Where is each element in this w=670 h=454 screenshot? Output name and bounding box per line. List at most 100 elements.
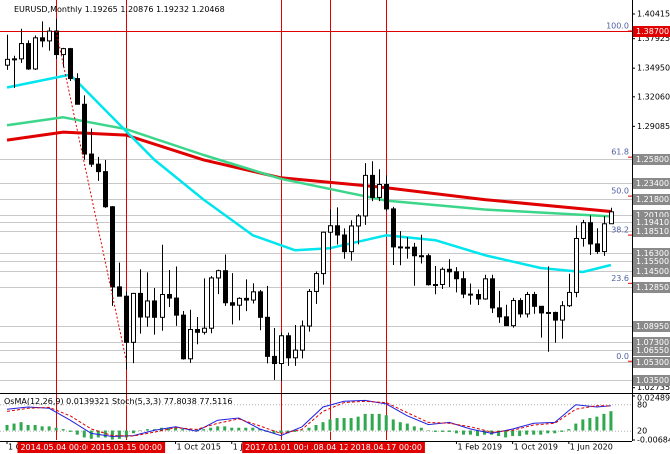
osma-bar [335, 418, 339, 431]
candle-body [363, 174, 368, 217]
candle-body [440, 268, 445, 285]
candle-body [532, 294, 537, 307]
x-tick-label: 1 O [8, 443, 22, 452]
candle-body [567, 291, 572, 307]
osma-bar [110, 430, 114, 440]
candle-body [560, 305, 565, 321]
level-label-box [633, 210, 670, 221]
osma-bar [363, 413, 367, 431]
candle-body [539, 305, 544, 314]
osma-bar [419, 427, 423, 431]
candle-body [609, 211, 614, 225]
osma-bar [272, 430, 276, 434]
candle-body [131, 292, 136, 343]
osma-bar [124, 430, 128, 438]
vertical-line-label-box [242, 442, 320, 453]
y-tick-label: 1.34950 [637, 64, 670, 73]
level-label-box [633, 337, 670, 348]
stoch-main-readout: 77.8038 [164, 397, 197, 406]
candle-body [391, 208, 396, 248]
fibonacci-label: 23.6 [611, 274, 629, 283]
moving-average [6, 116, 611, 218]
stoch-signal-readout: 77.5116 [199, 397, 232, 406]
candle-body [454, 271, 459, 280]
stoch-name: Stoch(5,3,3) [112, 397, 161, 406]
candle-body [574, 237, 579, 293]
osma-bar [588, 418, 592, 431]
candle-body [244, 297, 249, 301]
close-readout: 1.20468 [192, 5, 225, 14]
osma-bar [532, 430, 536, 435]
osma-bar [602, 413, 606, 431]
level-label: 1.15500 [636, 257, 669, 266]
candle-body [145, 300, 150, 318]
candle-body [412, 246, 417, 257]
candle-body [525, 294, 530, 315]
candle-body [237, 297, 242, 306]
candle-body [12, 58, 17, 61]
osma-bar [504, 430, 508, 438]
level-label: 1.19410 [636, 218, 669, 227]
candle-body [19, 43, 24, 60]
osma-bar [258, 429, 262, 431]
osma-bar [405, 423, 409, 431]
osma-bar [314, 424, 318, 431]
level-label-box [633, 375, 670, 386]
osma-bar [497, 430, 501, 437]
level-label-box [633, 266, 670, 277]
osma-bar [230, 427, 234, 431]
level-label: 1.07300 [636, 338, 669, 347]
osma-bar [553, 430, 557, 434]
vertical-line-label-box [87, 442, 166, 453]
level-label-box [633, 282, 670, 293]
vertical-line-label: 2017.01.01 00:00 [245, 443, 316, 452]
candle-body [483, 278, 488, 300]
osma-bar [546, 430, 550, 434]
osma-bar [483, 430, 487, 435]
candle-body [251, 291, 256, 301]
osma-bar [293, 430, 297, 432]
osma-bar [237, 427, 241, 431]
candle-body [188, 329, 193, 360]
level-label-box [633, 26, 670, 37]
candle-body [223, 270, 228, 304]
osma-bar [560, 430, 564, 432]
osma-bar [468, 430, 472, 435]
candle-body [40, 37, 45, 42]
osma-bar [300, 430, 304, 432]
candle-body [300, 325, 305, 351]
osma-bar [440, 430, 444, 432]
candle-body [47, 30, 52, 42]
moving-average [6, 130, 612, 213]
candle-body [103, 171, 108, 208]
osma-bar [174, 427, 178, 431]
x-tick-label: 1 J [233, 443, 243, 452]
candle-body [54, 30, 59, 56]
y-tick-label: 1.40415 [637, 9, 670, 18]
candle-body [160, 294, 165, 318]
osma-bar [279, 430, 283, 434]
candle-body [419, 255, 424, 258]
candle-body [314, 273, 319, 292]
level-label: 1.38700 [636, 27, 669, 36]
level-label: 1.14500 [636, 267, 669, 276]
candle-body [356, 215, 361, 227]
stoch-main-line [6, 399, 611, 438]
osma-bar [138, 430, 142, 432]
candle-body [96, 163, 101, 173]
level-label-box [633, 357, 670, 368]
osma-bar [40, 426, 44, 431]
candle-body [504, 316, 509, 327]
candle-body [272, 355, 277, 365]
osma-bar [461, 430, 465, 435]
level-label: 1.23400 [636, 179, 669, 188]
candle-body [398, 246, 403, 249]
candle-body [461, 278, 466, 295]
candle-body [602, 223, 607, 253]
candle-body [110, 206, 115, 288]
candle-body [124, 295, 129, 343]
y2-tick-label: 0.0248925 [637, 394, 670, 403]
level-label: 1.21800 [636, 195, 669, 204]
osma-bar [370, 413, 374, 431]
stoch-tick-label: 20 [637, 427, 647, 436]
